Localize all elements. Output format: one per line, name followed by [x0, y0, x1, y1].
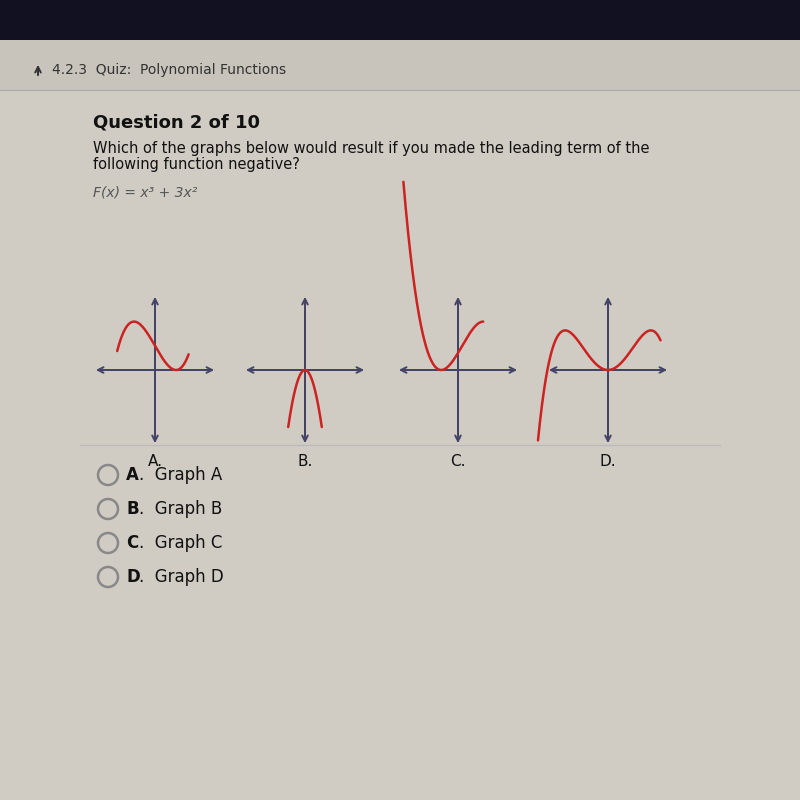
Text: A: A — [126, 466, 139, 484]
Bar — [0, 40, 800, 90]
Text: B: B — [126, 500, 138, 518]
Text: C.: C. — [450, 454, 466, 470]
Text: .  Graph A: . Graph A — [139, 466, 222, 484]
Text: B.: B. — [298, 454, 313, 470]
Text: D.: D. — [600, 454, 616, 470]
Text: following function negative?: following function negative? — [93, 157, 300, 171]
Text: A.: A. — [147, 454, 162, 470]
Text: .  Graph B: . Graph B — [139, 500, 222, 518]
Text: .  Graph D: . Graph D — [139, 568, 224, 586]
Text: Which of the graphs below would result if you made the leading term of the: Which of the graphs below would result i… — [93, 141, 650, 155]
Text: 4.2.3  Quiz:  Polynomial Functions: 4.2.3 Quiz: Polynomial Functions — [52, 63, 286, 77]
Text: Question 2 of 10: Question 2 of 10 — [93, 113, 260, 131]
Text: F(x) = x³ + 3x²: F(x) = x³ + 3x² — [93, 185, 198, 199]
Text: C: C — [126, 534, 138, 552]
Text: D: D — [126, 568, 140, 586]
Text: .  Graph C: . Graph C — [139, 534, 222, 552]
Bar — [0, 0, 800, 40]
